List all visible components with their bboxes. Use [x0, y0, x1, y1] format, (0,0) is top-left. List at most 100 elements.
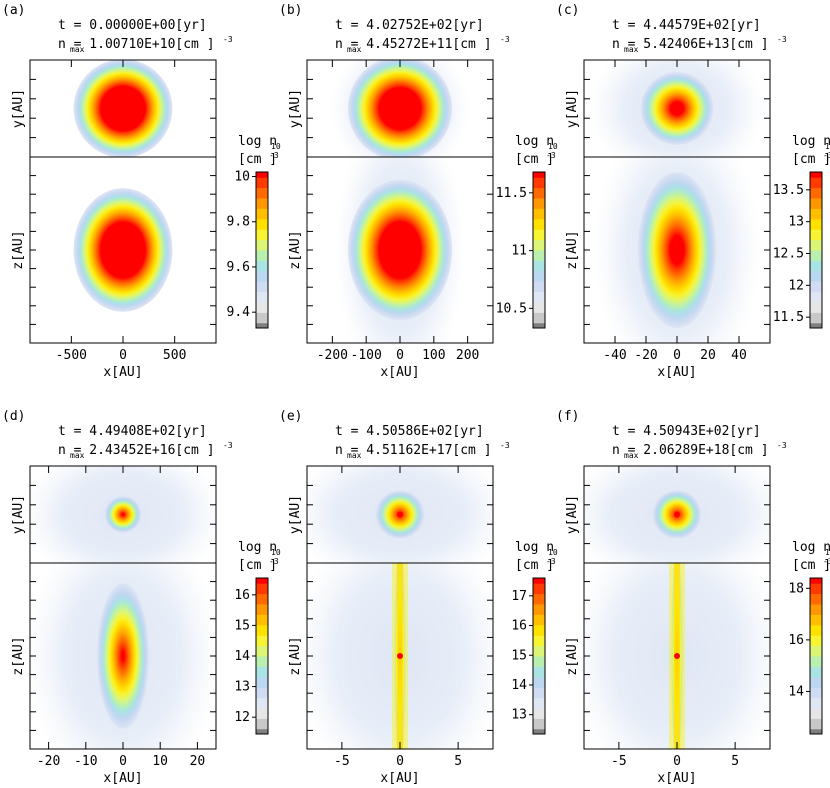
colorbar-title: log n [792, 134, 830, 149]
xz-core [73, 188, 173, 312]
colorbar-tick-label: 16 [511, 619, 527, 634]
colorbar-segment [533, 630, 545, 636]
colorbar-segment [810, 708, 822, 714]
x-tick-label: 10 [152, 754, 168, 769]
colorbar-tick-label: 13.5 [773, 183, 804, 198]
colorbar-title: log n [238, 540, 277, 555]
colorbar-segment [810, 624, 822, 631]
colorbar-segment [256, 224, 268, 230]
colorbar-segment [810, 322, 822, 329]
colorbar-segment [810, 239, 822, 246]
colorbar-segment [810, 671, 822, 678]
colorbar-segment [533, 708, 545, 714]
colorbar-segment [256, 172, 268, 178]
colorbar-segment [810, 255, 822, 261]
nmax-readout: n = 5.42406E+13[cm ] [612, 37, 769, 52]
colorbar-segment [533, 270, 545, 277]
xy-density-map [307, 60, 493, 157]
colorbar-segment [533, 598, 545, 605]
colorbar-title: log n [515, 540, 554, 555]
xz-density-map [584, 157, 770, 343]
colorbar-segment [256, 718, 268, 725]
colorbar-segment [810, 286, 822, 293]
colorbar-segment [533, 697, 545, 704]
xz-core [96, 583, 150, 729]
colorbar-segment [533, 276, 545, 282]
colorbar-segment [533, 645, 545, 652]
colorbar-segment [256, 640, 268, 647]
colorbar-segment [533, 172, 545, 178]
colorbar-segment [533, 650, 545, 657]
colorbar-segment [533, 213, 545, 220]
colorbar-segment [533, 583, 545, 589]
colorbar-segment [533, 224, 545, 230]
colorbar-segment [533, 286, 545, 293]
y-axis-label: y[AU] [565, 89, 580, 128]
x-tick-label: 20 [190, 754, 206, 769]
colorbar-segment [810, 578, 822, 584]
colorbar-segment [533, 307, 545, 313]
colorbar-segment [256, 177, 268, 183]
colorbar-unit-exponent: -3 [546, 151, 556, 160]
time-readout: t = 4.02752E+02[yr] [335, 18, 484, 33]
colorbar-tick-label: 18 [788, 581, 804, 596]
colorbar-segment [810, 640, 822, 647]
colorbar-segment [256, 307, 268, 313]
z-axis-label: z[AU] [288, 230, 303, 269]
nmax-readout: n = 1.00710E+10[cm ] [58, 37, 215, 52]
z-axis-label: z[AU] [11, 636, 26, 675]
colorbar-segment [533, 260, 545, 267]
colorbar-segment [533, 177, 545, 183]
colorbar-title: log n [792, 540, 830, 555]
colorbar-segment [256, 583, 268, 589]
colorbar-segment [256, 213, 268, 220]
colorbar-segment [256, 728, 268, 735]
colorbar-tick-label: 11.5 [496, 186, 527, 201]
colorbar-unit: [cm ] [515, 558, 554, 573]
colorbar-segment [533, 312, 545, 319]
nmax-subscript: max [347, 45, 362, 54]
colorbar-segment [256, 244, 268, 251]
colorbar-segment [256, 182, 268, 189]
colorbar-segment [810, 244, 822, 251]
colorbar-segment [533, 702, 545, 709]
colorbar-segment [810, 260, 822, 267]
colorbar-unit: [cm ] [792, 152, 830, 167]
colorbar-tick-label: 16 [788, 633, 804, 648]
colorbar-segment [533, 192, 545, 199]
colorbar-segment [533, 692, 545, 699]
colorbar-segment [256, 239, 268, 246]
colorbar-segment [810, 619, 822, 626]
colorbar-segment [256, 702, 268, 709]
y-axis-label: y[AU] [288, 495, 303, 534]
colorbar-segment [810, 650, 822, 657]
time-readout: t = 4.50586E+02[yr] [335, 424, 484, 439]
colorbar-segment [256, 255, 268, 261]
colorbar-segment [256, 671, 268, 678]
colorbar-segment [533, 208, 545, 215]
colorbar-segment [256, 676, 268, 683]
colorbar-segment [810, 661, 822, 667]
colorbar-tick-label: 15 [234, 618, 250, 633]
nmax-subscript: max [624, 45, 639, 54]
colorbar-segment [256, 682, 268, 688]
xy-density-map [30, 60, 216, 157]
colorbar-tick-label: 12 [234, 710, 250, 725]
nmax-exponent: -3 [500, 441, 510, 450]
colorbar-segment [810, 718, 822, 725]
colorbar-segment [810, 692, 822, 699]
nmax-readout: n = 2.06289E+18[cm ] [612, 443, 769, 458]
time-readout: t = 4.50943E+02[yr] [612, 424, 761, 439]
colorbar-segment [533, 713, 545, 719]
nmax-readout: n = 2.43452E+16[cm ] [58, 443, 215, 458]
colorbar-segment [533, 203, 545, 209]
colorbar-segment [533, 218, 545, 225]
colorbar-segment [533, 281, 545, 287]
panel-label: (e) [279, 409, 302, 424]
colorbar-tick-label: 16 [234, 588, 250, 603]
colorbar-segment [810, 614, 822, 621]
xz-peak [674, 653, 680, 659]
y-axis-label: y[AU] [11, 89, 26, 128]
colorbar-segment [810, 713, 822, 719]
